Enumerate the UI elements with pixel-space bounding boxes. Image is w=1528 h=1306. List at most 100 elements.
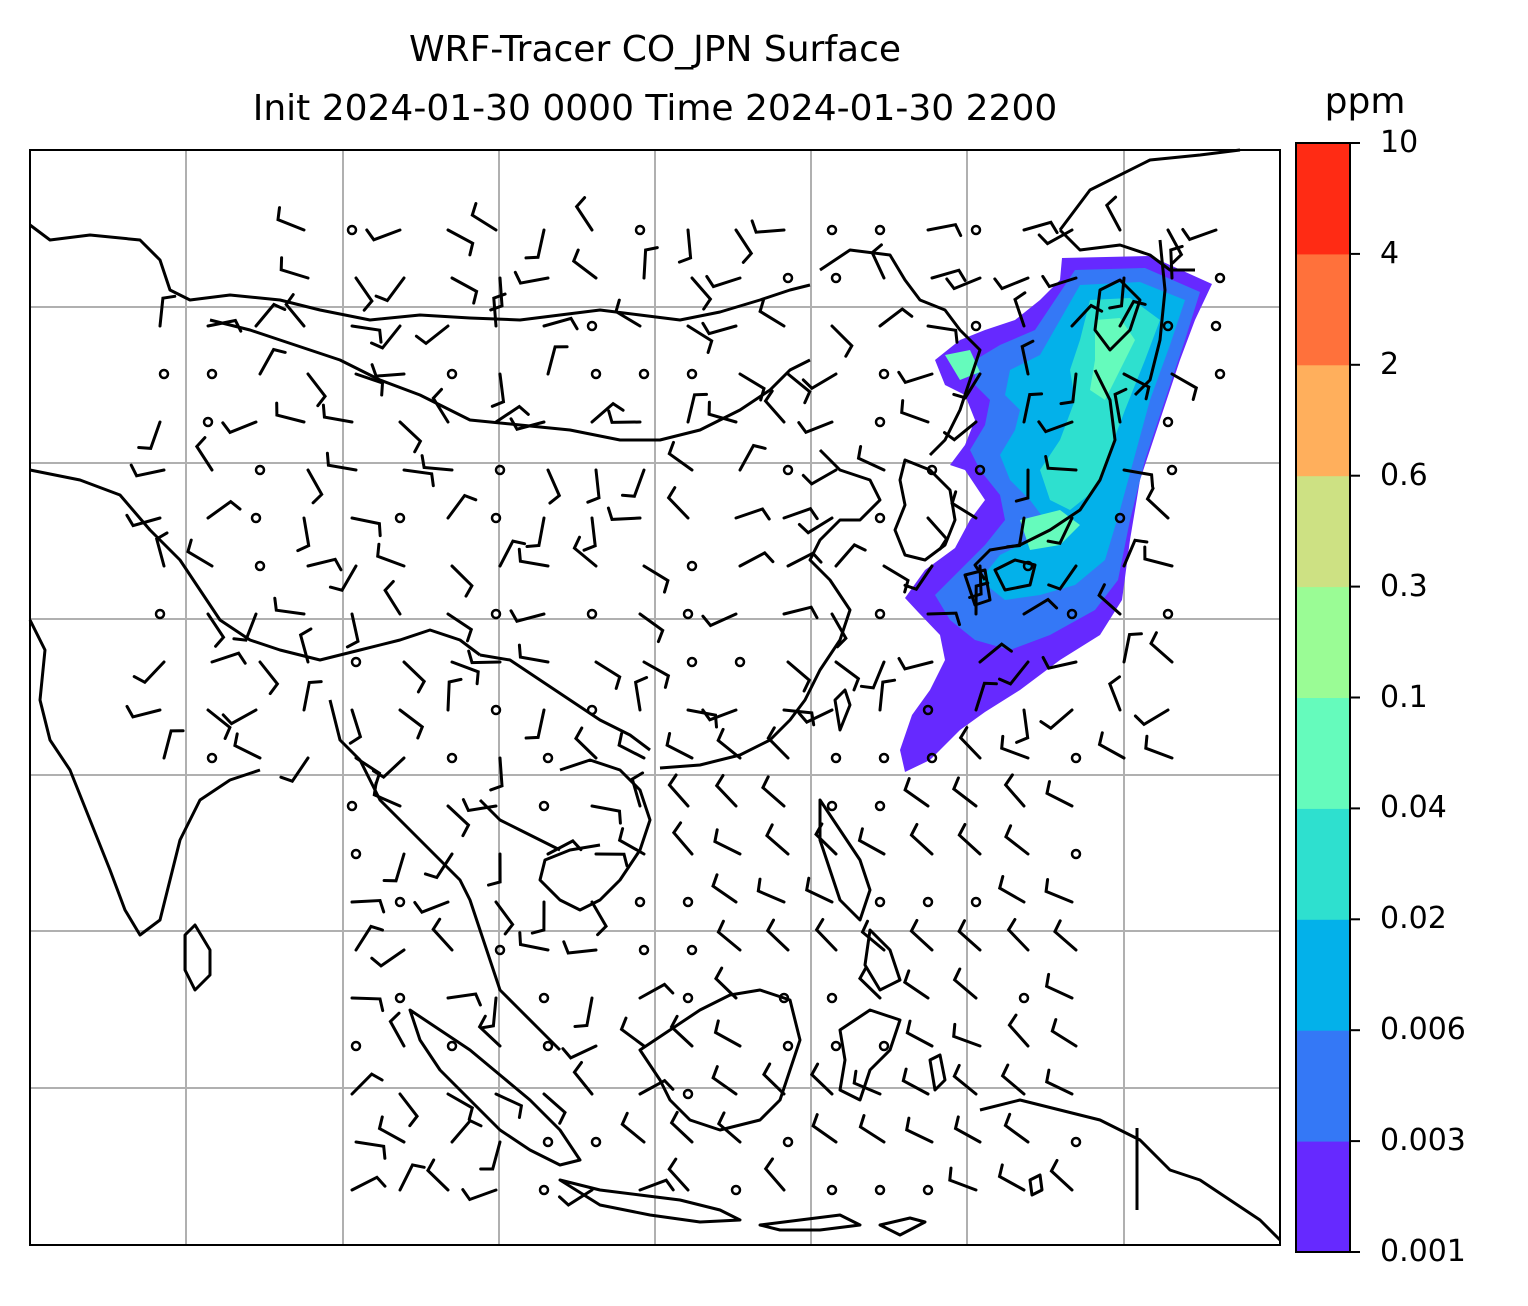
wind-barb	[738, 372, 766, 402]
calm-wind-circle	[1114, 512, 1126, 524]
wind-barb	[669, 1014, 694, 1048]
calm-wind-circle	[446, 1040, 458, 1052]
wind-barb	[878, 307, 914, 328]
wind-barb	[1000, 734, 1030, 760]
wind-barb	[258, 660, 280, 696]
calm-wind-circle	[590, 368, 602, 380]
wind-barb	[765, 823, 790, 856]
wind-barb	[951, 776, 978, 808]
wind-barb	[814, 822, 838, 856]
wind-barb	[350, 1175, 387, 1192]
wind-barb	[786, 660, 812, 693]
wind-barb	[494, 404, 530, 424]
coastlines	[28, 148, 1282, 1242]
wind-barb	[860, 919, 886, 952]
colorbar-segment	[1296, 586, 1350, 698]
colorbar-segment	[1296, 1030, 1350, 1142]
wind-barb	[677, 228, 693, 264]
calm-wind-circle	[346, 224, 358, 236]
wind-barb	[1003, 1112, 1030, 1144]
wind-barb	[296, 516, 311, 553]
wind-barb	[642, 564, 670, 594]
wind-barb	[1045, 780, 1074, 808]
wind-barb	[617, 732, 646, 760]
wind-barb	[878, 678, 897, 712]
wind-barb	[782, 506, 819, 521]
wind-barb	[1118, 299, 1147, 328]
wind-barb	[284, 293, 306, 328]
wind-barb	[154, 531, 169, 568]
colorbar-tick-label: 0.001	[1380, 1234, 1466, 1269]
calm-wind-circle	[682, 1088, 694, 1100]
wind-barb	[665, 732, 694, 760]
wind-barb	[756, 877, 786, 904]
wind-barb	[1107, 675, 1122, 712]
calm-wind-circle	[826, 992, 838, 1004]
wind-barb	[348, 708, 363, 745]
calm-wind-circle	[1070, 1136, 1082, 1148]
wind-barb	[714, 966, 738, 1000]
calm-wind-circle	[586, 608, 598, 620]
wind-barb	[383, 580, 402, 616]
wind-barb	[1170, 372, 1199, 401]
wind-barb	[1044, 878, 1074, 904]
wind-barb	[517, 643, 550, 664]
calm-wind-circle	[346, 800, 358, 812]
calm-wind-circle	[686, 656, 698, 668]
wind-barb	[517, 547, 550, 568]
calm-wind-circle	[250, 512, 262, 524]
calm-wind-circle	[350, 848, 362, 860]
wind-barb	[354, 276, 374, 312]
colorbar	[1295, 142, 1360, 1253]
wind-barb	[571, 248, 598, 280]
wind-barb	[206, 318, 243, 333]
wind-barb	[707, 400, 738, 424]
wind-barb	[870, 243, 886, 280]
calm-wind-circle	[926, 464, 938, 476]
wind-barb	[186, 538, 214, 568]
wind-barb	[1050, 1018, 1078, 1048]
wind-barb	[328, 564, 358, 592]
wind-barb	[1045, 1068, 1074, 1096]
wind-barb	[758, 298, 786, 328]
wind-barb	[370, 363, 406, 378]
wind-barb	[909, 918, 934, 952]
wind-barb	[834, 660, 861, 692]
wind-barb	[1122, 372, 1151, 401]
calm-wind-circle	[494, 944, 506, 956]
wind-barb	[1039, 708, 1074, 731]
colorbar-segment	[1296, 143, 1350, 255]
calm-wind-circle	[782, 1136, 794, 1148]
wind-barb	[525, 516, 546, 548]
calm-wind-circle	[394, 512, 406, 524]
wind-barb	[1015, 708, 1030, 744]
wind-barb	[509, 417, 546, 431]
calm-wind-circle	[254, 464, 266, 476]
wind-barb	[905, 1019, 934, 1048]
wind-barb	[450, 564, 474, 598]
wind-barb	[546, 839, 583, 856]
wind-barb	[619, 1016, 646, 1048]
wind-barb	[254, 302, 287, 328]
wind-barb	[1007, 1013, 1030, 1048]
wind-barb	[370, 324, 402, 350]
wind-barb	[221, 708, 258, 726]
calm-wind-circle	[686, 560, 698, 572]
calm-wind-circle	[874, 416, 886, 428]
wind-barb	[1006, 918, 1030, 952]
wind-barb	[1022, 220, 1059, 235]
wind-barb	[345, 612, 360, 649]
colorbar-tick-label: 0.1	[1380, 679, 1428, 715]
wind-barb	[666, 486, 690, 520]
wind-barb	[952, 1063, 978, 1096]
wind-barb	[590, 900, 608, 937]
calm-wind-circle	[1162, 608, 1174, 620]
wind-barb	[797, 516, 834, 535]
calm-wind-circle	[394, 992, 406, 1004]
wind-barb	[492, 292, 507, 328]
wind-barb	[1041, 274, 1078, 289]
wind-barb	[713, 1019, 742, 1048]
calm-wind-circle	[154, 608, 166, 620]
calm-wind-circle	[826, 1184, 838, 1196]
wind-barb	[276, 206, 306, 232]
